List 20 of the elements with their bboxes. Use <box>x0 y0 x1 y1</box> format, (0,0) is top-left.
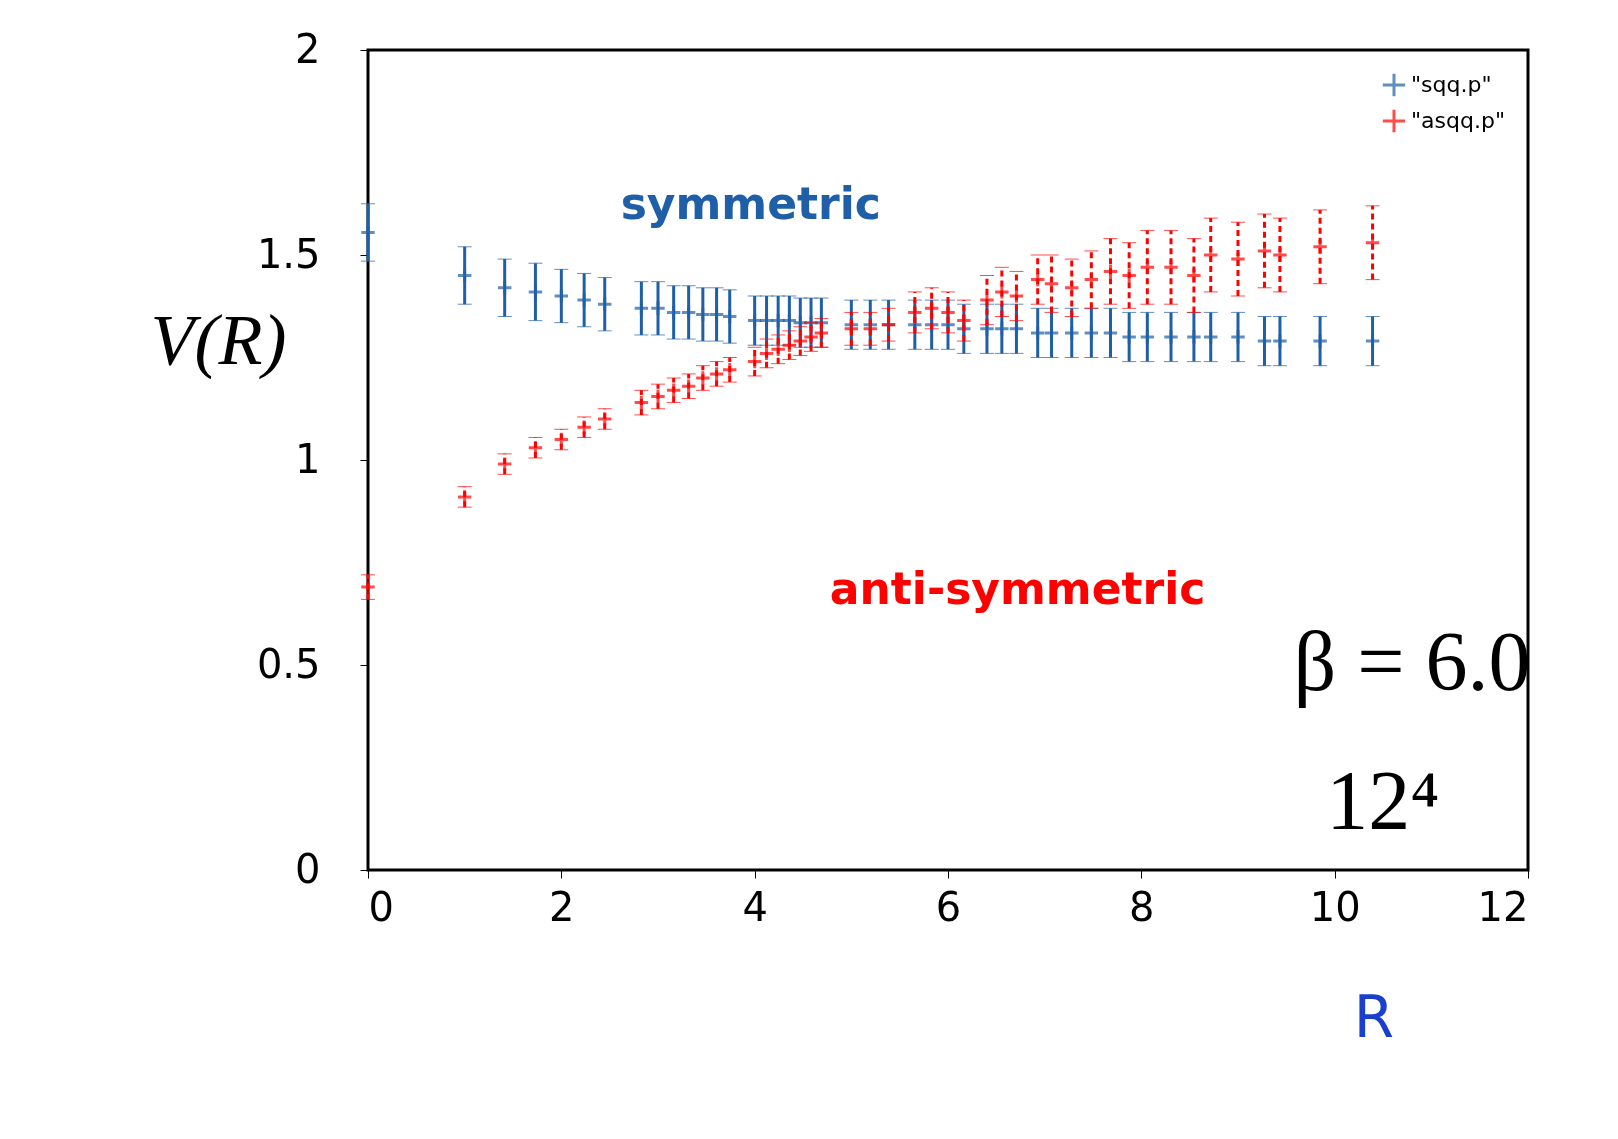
x-axis-title: R <box>1353 982 1394 1051</box>
y-tick-label: 2 <box>295 25 321 72</box>
x-tick-label: 12 <box>1477 883 1529 930</box>
x-tick-label: 2 <box>549 883 575 930</box>
y-tick-label: 1 <box>295 435 321 482</box>
x-tick-label: 4 <box>742 883 768 930</box>
legend-label: "asqq.p" <box>1411 108 1506 133</box>
legend-label: "sqq.p" <box>1411 72 1492 97</box>
x-tick-label: 10 <box>1309 883 1361 930</box>
annotation: symmetric <box>620 177 881 229</box>
annotation: 12⁴ <box>1326 754 1440 848</box>
annotation: β = 6.0 <box>1293 615 1531 708</box>
y-axis-title: V(R) <box>150 299 287 380</box>
x-tick-label: 8 <box>1129 883 1155 930</box>
y-tick-label: 0.5 <box>256 640 321 687</box>
y-tick-label: 1.5 <box>256 230 321 277</box>
x-tick-label: 0 <box>368 883 394 930</box>
y-tick-label: 0 <box>295 845 321 892</box>
annotation: anti-symmetric <box>829 563 1206 615</box>
x-tick-label: 6 <box>935 883 962 930</box>
